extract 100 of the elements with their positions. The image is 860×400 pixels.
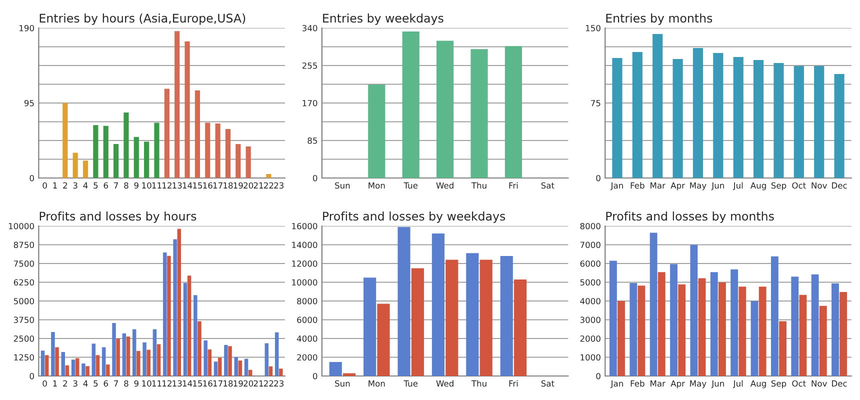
bar [630, 283, 638, 376]
bar [134, 136, 139, 178]
x-tick-label: Jun [711, 380, 724, 388]
x-tick-label: Tue [404, 380, 418, 387]
y-tick-label: 0 [30, 372, 34, 380]
x-tick-label: Thu [471, 182, 486, 189]
y-tick-label: 8750 [14, 242, 34, 248]
bar [834, 74, 844, 178]
bar [670, 264, 678, 376]
bar [234, 357, 238, 376]
bar [198, 321, 202, 376]
bar [184, 41, 190, 178]
y-tick-label: 8000 [297, 298, 318, 304]
x-tick-label: Mon [368, 380, 385, 387]
bar [658, 272, 666, 376]
x-tick-label: Aug [750, 182, 766, 190]
x-tick-label: Jan [610, 182, 623, 190]
bar [215, 124, 220, 178]
x-tick-label: 9 [134, 380, 138, 387]
bar [106, 364, 110, 376]
bar [55, 347, 59, 376]
bar [146, 350, 150, 376]
bar [692, 48, 704, 178]
bar [228, 346, 232, 376]
x-tick-label: Nov [812, 380, 827, 387]
x-tick-label: 15 [193, 182, 202, 189]
bar [183, 283, 188, 376]
bar [770, 256, 778, 376]
y-tick-label: 0 [30, 174, 34, 182]
bar [432, 234, 445, 376]
x-tick-label: May [690, 182, 706, 190]
x-tick-label: 20 [244, 182, 254, 189]
x-tick-label: Fri [509, 380, 518, 386]
bar [480, 260, 492, 376]
x-tick-label: Jul [732, 380, 743, 388]
bar [514, 279, 527, 376]
bar [44, 355, 49, 376]
bar [144, 142, 150, 178]
bar [718, 282, 726, 376]
bar [268, 366, 273, 376]
x-tick-label: 7 [114, 182, 118, 188]
x-tick-label: 23 [274, 182, 284, 189]
x-tick-label: Aug [750, 380, 766, 388]
bar [738, 286, 746, 376]
bar [279, 368, 283, 376]
y-tick-label: 0 [312, 174, 318, 182]
x-tick-label: 8 [124, 182, 128, 189]
y-tick-label: 150 [586, 24, 600, 32]
bar [609, 260, 617, 376]
bar [266, 174, 272, 178]
x-tick-label: Jun [711, 182, 724, 190]
x-tick-label: 23 [274, 380, 284, 387]
x-tick-label: Wed [436, 182, 454, 189]
bar [329, 362, 342, 376]
y-tick-label: 10000 [292, 279, 318, 286]
bar [690, 244, 698, 376]
x-tick-label: Oct [792, 182, 806, 189]
x-tick-label: Sep [771, 380, 786, 388]
x-tick-label: 14 [182, 182, 192, 188]
x-tick-label: 17 [213, 182, 222, 188]
x-tick-label: 10 [142, 182, 152, 189]
chart-title: Profits and losses by weekdays [323, 211, 506, 223]
x-tick-label: 2 [63, 380, 67, 386]
y-tick-label: 340 [302, 24, 318, 32]
y-tick-label: 7000 [580, 242, 600, 248]
bar [446, 260, 458, 376]
bar [733, 57, 744, 178]
bar [224, 344, 228, 376]
y-tick-label: 3000 [580, 316, 600, 324]
y-tick-label: 5000 [14, 298, 34, 304]
bar [92, 344, 96, 376]
chart-title: Entries by hours (Asia,Europe,USA) [40, 13, 246, 25]
bar [791, 276, 799, 376]
y-tick-label: 6250 [14, 279, 34, 286]
bar [72, 152, 78, 178]
bar [774, 63, 784, 178]
x-tick-label: 14 [182, 380, 192, 386]
bar [194, 90, 200, 178]
bar [71, 360, 76, 376]
bar [436, 40, 454, 178]
x-tick-label: 21 [254, 380, 264, 386]
bar [248, 370, 252, 376]
y-tick-label: 6000 [580, 260, 600, 267]
x-tick-label: 18 [224, 182, 233, 189]
bar [504, 46, 522, 178]
y-tick-label: 10000 [8, 222, 34, 230]
x-tick-label: 12 [162, 182, 172, 188]
bar [819, 306, 827, 376]
bar [40, 350, 45, 376]
y-tick-label: 12000 [292, 260, 318, 267]
x-tick-label: 7 [114, 380, 118, 386]
bar [187, 276, 192, 376]
x-tick-label: Sun [335, 182, 350, 189]
x-tick-label: 15 [193, 380, 202, 387]
bar [612, 58, 622, 178]
x-tick-label: Mar [650, 380, 666, 387]
bar [136, 350, 140, 376]
bar [82, 364, 86, 376]
bar [236, 144, 241, 178]
x-tick-label: 22 [264, 182, 274, 188]
